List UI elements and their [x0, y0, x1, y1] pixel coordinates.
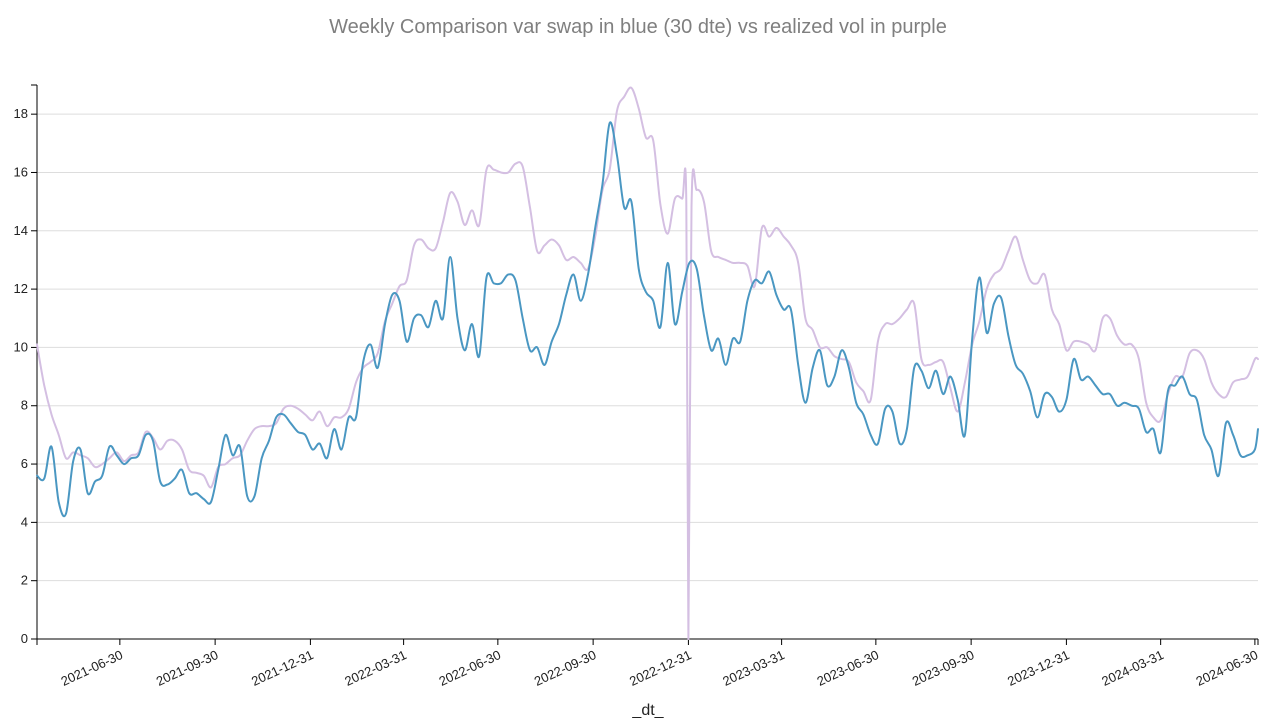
x-axis: 2021-06-30 2021-09-30 2021-12-31 2022-03-31… — [36, 638, 1261, 689]
x-tick-label-2022-06-30: 2022-06-30 — [437, 647, 504, 689]
y-tick-label-2: 2 — [21, 573, 28, 588]
y-tick-label-12: 12 — [14, 281, 28, 296]
series-group — [36, 86, 1259, 641]
y-tick-label-6: 6 — [21, 456, 28, 471]
x-tick-label-2023-12-31: 2023-12-31 — [1005, 647, 1072, 689]
series-line-realized-vol — [36, 86, 1259, 641]
y-tick-label-4: 4 — [21, 514, 28, 529]
x-tick-label-2023-06-30: 2023-06-30 — [815, 647, 882, 689]
y-tick-label-8: 8 — [21, 398, 28, 413]
x-tick-label-2024-03-31: 2024-03-31 — [1099, 647, 1166, 689]
grid-lines — [37, 113, 1258, 582]
x-tick-label-2023-09-30: 2023-09-30 — [910, 647, 977, 689]
y-tick-label-16: 16 — [14, 164, 28, 179]
y-tick-label-14: 14 — [14, 223, 28, 238]
x-axis-label: _dt_ — [631, 702, 664, 719]
y-tick-label-0: 0 — [21, 631, 28, 646]
y-tick-label-10: 10 — [14, 339, 28, 354]
x-tick-label-2022-12-31: 2022-12-31 — [627, 647, 694, 689]
x-tick-label-2024-06-30: 2024-06-30 — [1194, 647, 1261, 689]
chart-title: Weekly Comparison var swap in blue (30 d… — [329, 16, 947, 38]
x-tick-label-2023-03-31: 2023-03-31 — [720, 647, 787, 689]
y-tick-label-18: 18 — [14, 106, 28, 121]
x-tick-label-2021-09-30: 2021-09-30 — [154, 647, 221, 689]
x-tick-label-2021-06-30: 2021-06-30 — [59, 647, 126, 689]
series-line-var-swap — [36, 121, 1259, 518]
x-tick-label-2022-09-30: 2022-09-30 — [532, 647, 599, 689]
y-axis: 0 2 4 6 8 10 12 14 16 18 — [14, 84, 38, 646]
x-tick-label-2021-12-31: 2021-12-31 — [249, 647, 316, 689]
x-tick-label-2022-03-31: 2022-03-31 — [342, 647, 409, 689]
